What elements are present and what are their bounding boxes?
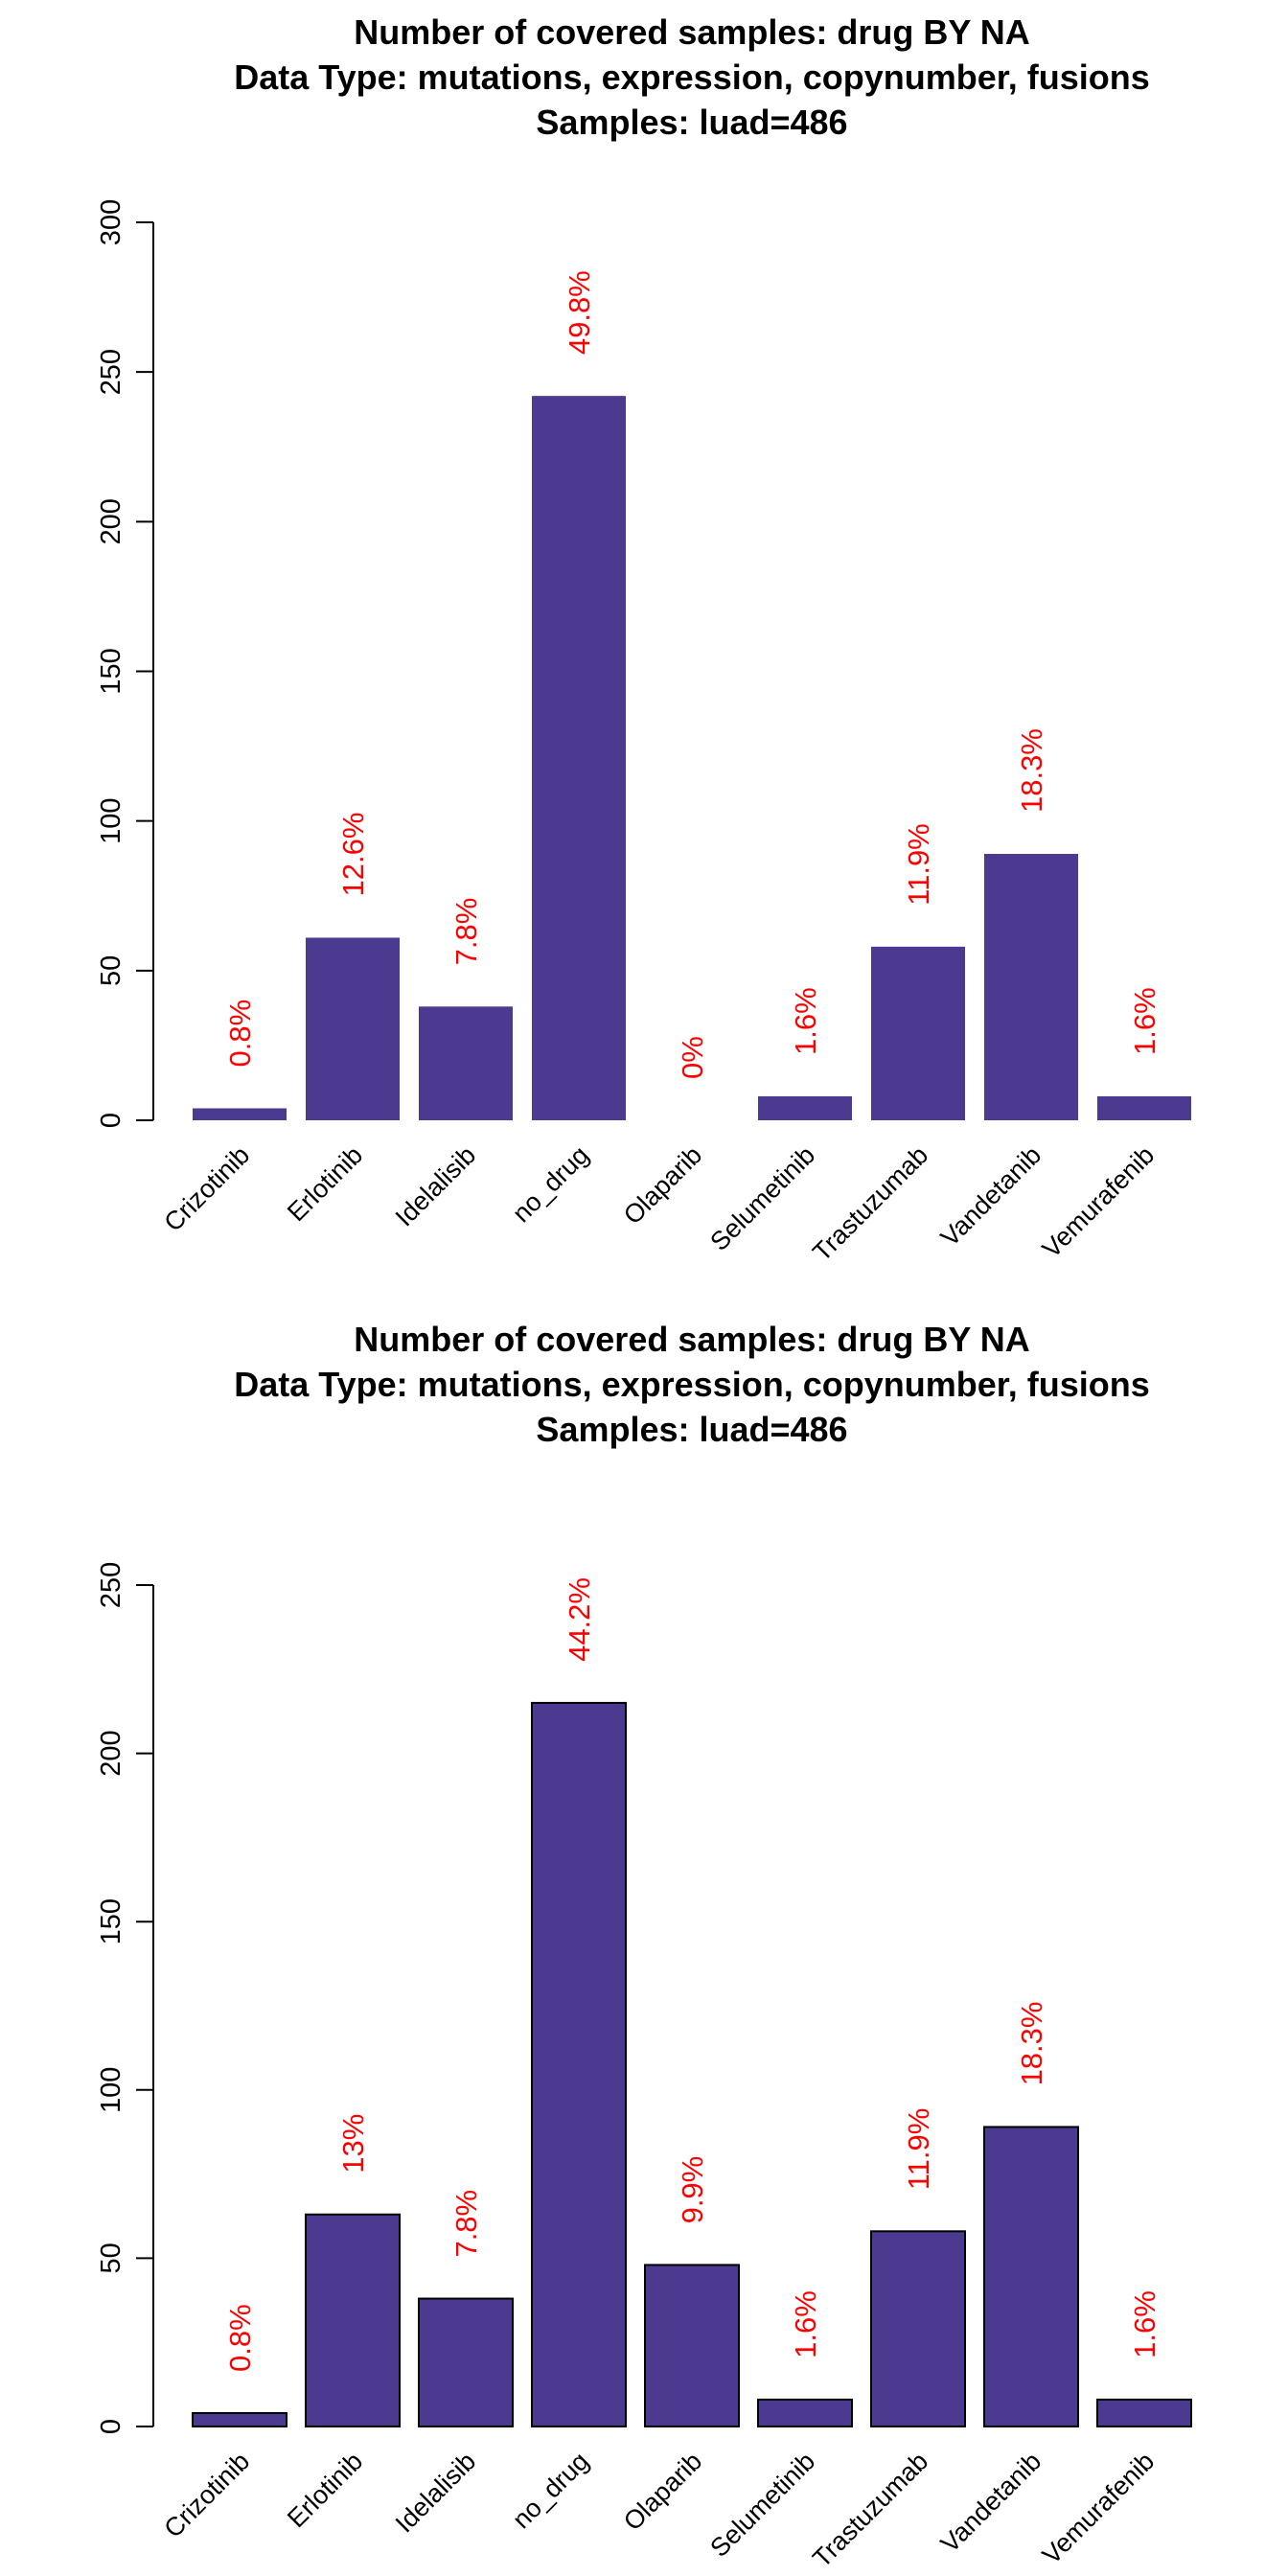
category-label-vandetanib: Vandetanib bbox=[935, 1140, 1046, 1252]
data-label-selumetinib: 1.6% bbox=[789, 987, 822, 1055]
y-tick-label: 250 bbox=[96, 349, 126, 395]
category-label-trastuzumab: Trastuzumab bbox=[807, 1140, 933, 1267]
data-label-idelalisib: 7.8% bbox=[449, 898, 483, 966]
chart-title-line-1: Number of covered samples: drug BY NA bbox=[354, 12, 1030, 52]
y-tick-label: 250 bbox=[96, 1562, 126, 1608]
data-label-crizotinib: 0.8% bbox=[223, 2304, 257, 2372]
category-label-idelalisib: Idelalisib bbox=[390, 2447, 482, 2539]
data-label-no-drug: 49.8% bbox=[563, 270, 596, 355]
bar-idelalisib bbox=[418, 2297, 514, 2427]
data-label-selumetinib: 1.6% bbox=[789, 2290, 822, 2358]
y-tick-label: 100 bbox=[96, 797, 126, 843]
bar-vemurafenib bbox=[1096, 2398, 1192, 2428]
data-label-vandetanib: 18.3% bbox=[1015, 728, 1048, 813]
y-tick-label: 0 bbox=[96, 1113, 126, 1128]
chart-title-line-2: Data Type: mutations, expression, copynu… bbox=[234, 58, 1150, 97]
chart-title-line-3: Samples: luad=486 bbox=[536, 103, 847, 142]
bar-no-drug bbox=[532, 396, 626, 1120]
data-label-vemurafenib: 1.6% bbox=[1128, 987, 1162, 1055]
bar-no-drug bbox=[531, 1701, 627, 2428]
bar-selumetinib bbox=[757, 2398, 853, 2428]
y-tick-label: 150 bbox=[96, 648, 126, 694]
chart-title-line-3: Samples: luad=486 bbox=[536, 1410, 847, 1449]
chart-title-line-1: Number of covered samples: drug BY NA bbox=[354, 1320, 1030, 1359]
category-label-erlotinib: Erlotinib bbox=[282, 1140, 368, 1227]
bar-olaparib bbox=[644, 2264, 740, 2428]
category-label-no-drug: no_drug bbox=[507, 1140, 594, 1228]
category-label-selumetinib: Selumetinib bbox=[704, 2447, 820, 2563]
data-label-crizotinib: 0.8% bbox=[223, 1000, 257, 1068]
bar-vandetanib bbox=[983, 2126, 1079, 2427]
category-label-olaparib: Olaparib bbox=[618, 2447, 707, 2536]
category-label-selumetinib: Selumetinib bbox=[704, 1140, 820, 1256]
data-label-olaparib: 0% bbox=[676, 1036, 709, 1079]
data-label-vemurafenib: 1.6% bbox=[1128, 2290, 1162, 2358]
y-tick-label: 100 bbox=[96, 2067, 126, 2113]
category-label-no-drug: no_drug bbox=[507, 2447, 594, 2534]
bar-trastuzumab bbox=[871, 946, 965, 1120]
data-label-olaparib: 9.9% bbox=[676, 2156, 709, 2224]
bar-vemurafenib bbox=[1097, 1096, 1191, 1120]
y-tick-label: 0 bbox=[96, 2419, 126, 2434]
bar-vandetanib bbox=[984, 854, 1078, 1120]
data-label-erlotinib: 13% bbox=[336, 2114, 370, 2174]
data-label-erlotinib: 12.6% bbox=[336, 813, 370, 897]
bar-erlotinib bbox=[306, 937, 400, 1120]
data-label-no-drug: 44.2% bbox=[563, 1577, 596, 1662]
category-label-vemurafenib: Vemurafenib bbox=[1037, 2447, 1160, 2569]
y-tick-label: 50 bbox=[96, 955, 126, 986]
category-label-trastuzumab: Trastuzumab bbox=[807, 2447, 933, 2573]
bar-chart-2: Number of covered samples: drug BY NA Dat… bbox=[96, 1320, 1192, 2573]
y-tick-label: 200 bbox=[96, 498, 126, 544]
chart-title-line-2: Data Type: mutations, expression, copynu… bbox=[234, 1365, 1150, 1404]
bar-crizotinib bbox=[193, 1108, 287, 1120]
bar-selumetinib bbox=[758, 1096, 852, 1120]
data-label-trastuzumab: 11.9% bbox=[902, 2108, 935, 2191]
data-label-trastuzumab: 11.9% bbox=[902, 823, 935, 906]
y-tick-label: 300 bbox=[96, 199, 126, 245]
category-label-crizotinib: Crizotinib bbox=[158, 2447, 255, 2543]
bar-erlotinib bbox=[305, 2213, 401, 2427]
y-tick-label: 200 bbox=[96, 1730, 126, 1776]
bar-trastuzumab bbox=[870, 2230, 966, 2427]
bar-chart-1: Number of covered samples: drug BY NA Dat… bbox=[96, 12, 1191, 1267]
category-label-vandetanib: Vandetanib bbox=[935, 2447, 1046, 2558]
category-label-crizotinib: Crizotinib bbox=[158, 1140, 255, 1237]
category-label-idelalisib: Idelalisib bbox=[390, 1140, 482, 1232]
data-label-vandetanib: 18.3% bbox=[1015, 2002, 1048, 2086]
y-tick-label: 50 bbox=[96, 2242, 126, 2273]
category-label-erlotinib: Erlotinib bbox=[282, 2447, 368, 2533]
bar-crizotinib bbox=[192, 2411, 288, 2427]
category-label-vemurafenib: Vemurafenib bbox=[1037, 1140, 1160, 1263]
y-tick-label: 150 bbox=[96, 1898, 126, 1944]
data-label-idelalisib: 7.8% bbox=[449, 2190, 483, 2258]
bar-idelalisib bbox=[419, 1006, 513, 1120]
category-label-olaparib: Olaparib bbox=[618, 1140, 707, 1230]
